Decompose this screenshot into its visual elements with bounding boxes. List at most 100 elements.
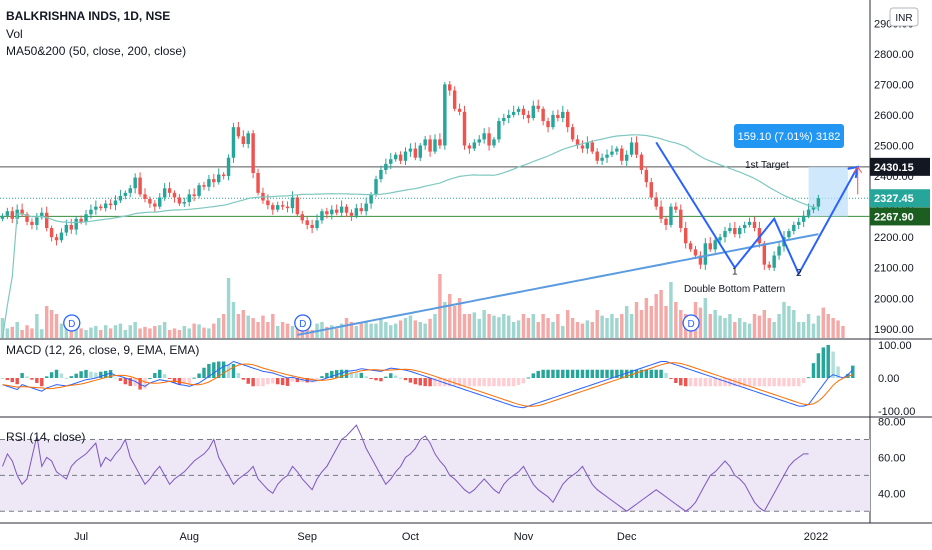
candle[interactable] bbox=[772, 255, 776, 268]
candle[interactable] bbox=[688, 243, 693, 250]
candle[interactable] bbox=[300, 214, 305, 221]
candle[interactable] bbox=[629, 142, 634, 155]
candle[interactable] bbox=[718, 237, 722, 241]
candle[interactable] bbox=[457, 108, 462, 112]
candle[interactable] bbox=[561, 111, 565, 118]
candle[interactable] bbox=[738, 228, 742, 235]
candle[interactable] bbox=[403, 151, 408, 161]
candle[interactable] bbox=[615, 148, 619, 152]
candle[interactable] bbox=[271, 205, 275, 210]
candle[interactable] bbox=[182, 202, 187, 204]
candle[interactable] bbox=[801, 215, 806, 222]
candle[interactable] bbox=[693, 249, 698, 256]
candle[interactable] bbox=[330, 209, 334, 215]
candle[interactable] bbox=[816, 198, 821, 207]
candle[interactable] bbox=[389, 159, 393, 164]
candle[interactable] bbox=[792, 224, 796, 232]
candle[interactable] bbox=[477, 139, 481, 143]
candle[interactable] bbox=[285, 206, 290, 209]
candle[interactable] bbox=[162, 188, 167, 198]
candle[interactable] bbox=[143, 194, 147, 199]
candle[interactable] bbox=[487, 133, 491, 146]
candle[interactable] bbox=[379, 169, 383, 180]
candle[interactable] bbox=[797, 221, 801, 225]
candle[interactable] bbox=[600, 157, 604, 161]
candle[interactable] bbox=[742, 224, 747, 228]
candle[interactable] bbox=[502, 118, 506, 122]
candle[interactable] bbox=[177, 197, 182, 204]
candle[interactable] bbox=[0, 215, 5, 219]
candle[interactable] bbox=[280, 205, 285, 207]
candle[interactable] bbox=[536, 105, 540, 109]
candle[interactable] bbox=[94, 206, 98, 210]
candle[interactable] bbox=[546, 121, 550, 128]
candle[interactable] bbox=[585, 142, 590, 149]
candle[interactable] bbox=[128, 188, 132, 193]
candle[interactable] bbox=[448, 84, 452, 91]
candle[interactable] bbox=[197, 185, 201, 196]
candle[interactable] bbox=[310, 224, 314, 228]
candle[interactable] bbox=[79, 218, 83, 222]
candle[interactable] bbox=[138, 177, 142, 195]
candle[interactable] bbox=[320, 211, 324, 221]
candle[interactable] bbox=[507, 114, 511, 118]
candle[interactable] bbox=[482, 133, 486, 140]
dividend-marker[interactable]: D bbox=[294, 314, 312, 332]
candle[interactable] bbox=[192, 194, 196, 196]
candle[interactable] bbox=[359, 208, 363, 212]
candle[interactable] bbox=[35, 217, 39, 225]
candle[interactable] bbox=[226, 157, 231, 177]
candle[interactable] bbox=[89, 209, 93, 215]
candle[interactable] bbox=[649, 182, 653, 198]
candle[interactable] bbox=[521, 108, 526, 115]
candle[interactable] bbox=[344, 206, 349, 213]
candle[interactable] bbox=[580, 145, 585, 149]
candle[interactable] bbox=[251, 133, 255, 173]
candle[interactable] bbox=[620, 148, 624, 161]
macd-pane[interactable] bbox=[0, 344, 855, 409]
price-axis[interactable]: 1900.002000.002100.002200.002300.002400.… bbox=[870, 18, 930, 500]
candle[interactable] bbox=[723, 231, 727, 238]
candle[interactable] bbox=[728, 228, 732, 232]
candle[interactable] bbox=[393, 154, 398, 160]
candle[interactable] bbox=[423, 139, 427, 146]
candle[interactable] bbox=[25, 214, 29, 222]
candle[interactable] bbox=[133, 177, 137, 189]
ma-legend[interactable]: MA50&200 (50, close, 200, close) bbox=[6, 44, 186, 58]
candle[interactable] bbox=[408, 148, 413, 152]
candle[interactable] bbox=[108, 203, 113, 206]
candle[interactable] bbox=[713, 240, 717, 250]
candle[interactable] bbox=[364, 203, 368, 212]
volume-legend[interactable]: Vol bbox=[6, 27, 23, 41]
candle[interactable] bbox=[325, 211, 329, 215]
candle[interactable] bbox=[644, 169, 649, 183]
candle[interactable] bbox=[679, 209, 683, 228]
candle[interactable] bbox=[698, 255, 703, 265]
candle[interactable] bbox=[49, 228, 54, 238]
candle[interactable] bbox=[103, 203, 108, 209]
candle[interactable] bbox=[443, 84, 447, 146]
candle[interactable] bbox=[531, 105, 536, 118]
candle[interactable] bbox=[241, 136, 246, 144]
candle[interactable] bbox=[59, 232, 64, 241]
rsi-legend[interactable]: RSI (14, close) bbox=[6, 430, 85, 444]
candle[interactable] bbox=[428, 139, 432, 152]
candle[interactable] bbox=[418, 145, 422, 158]
candle[interactable] bbox=[492, 139, 496, 146]
candle[interactable] bbox=[113, 200, 118, 206]
candle[interactable] bbox=[472, 142, 477, 149]
candle[interactable] bbox=[384, 163, 388, 170]
candle[interactable] bbox=[659, 206, 663, 219]
candle[interactable] bbox=[703, 243, 708, 265]
candle[interactable] bbox=[369, 194, 373, 204]
candle[interactable] bbox=[590, 142, 595, 152]
candle[interactable] bbox=[669, 206, 673, 225]
candle[interactable] bbox=[570, 127, 575, 140]
candle[interactable] bbox=[398, 154, 403, 161]
candle[interactable] bbox=[565, 111, 570, 128]
candle[interactable] bbox=[767, 264, 771, 268]
candle[interactable] bbox=[256, 173, 260, 193]
candle[interactable] bbox=[516, 108, 521, 112]
candle[interactable] bbox=[123, 192, 128, 196]
candle[interactable] bbox=[683, 228, 688, 244]
